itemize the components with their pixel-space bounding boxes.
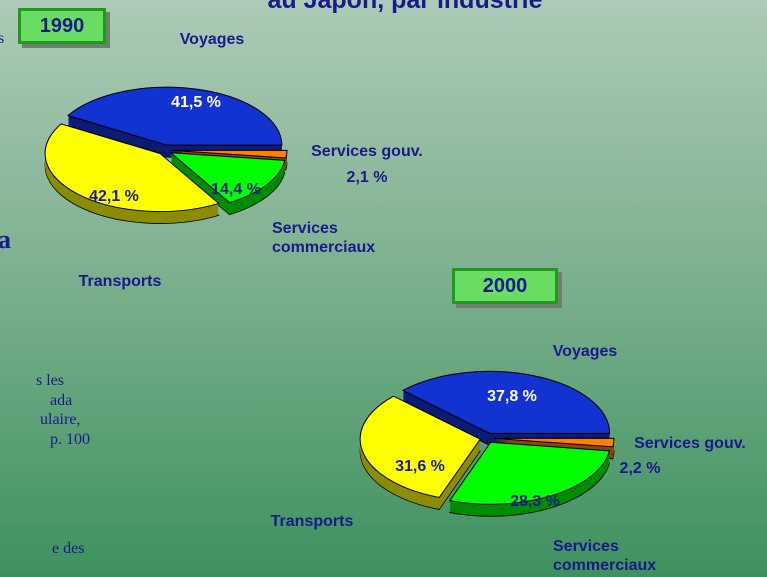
value-label: 41,5 %: [171, 94, 221, 111]
category-label: Transports: [270, 513, 354, 530]
background-text: a: [0, 225, 11, 254]
pie-slice: [169, 152, 286, 204]
chart-title: 1990: [18, 8, 106, 44]
pie-slice: [493, 437, 615, 448]
category-label: Services commerciaux: [553, 538, 657, 574]
category-label: Voyages: [179, 31, 245, 48]
pie-slice: [448, 441, 611, 505]
category-label: Services commerciaux: [272, 220, 376, 256]
pie-slice: [44, 123, 220, 213]
category-label: Transports: [78, 273, 162, 290]
background-text: s: [0, 30, 5, 47]
background-text: ulaire,: [40, 411, 81, 428]
value-label: 2,1 %: [346, 169, 388, 186]
value-label: 14,4 %: [211, 181, 261, 198]
chart-title: 2000: [452, 268, 558, 304]
background-text: ada: [50, 392, 73, 409]
category-label: Voyages: [552, 343, 618, 360]
pie-slice: [359, 395, 481, 498]
background-text: e des: [52, 540, 85, 557]
value-label: 37,8 %: [487, 388, 537, 405]
category-label: Services gouv.: [634, 435, 746, 452]
value-label: 2,2 %: [619, 460, 661, 477]
pie-slice: [171, 149, 288, 159]
value-label: 31,6 %: [395, 458, 445, 475]
category-label: Services gouv.: [311, 143, 423, 160]
slide-title: au Japon, par industrie: [267, 0, 543, 14]
pie-slice: [66, 86, 283, 146]
value-label: 28,3 %: [510, 493, 560, 510]
background-text: p. 100: [50, 431, 90, 448]
value-label: 42,1 %: [89, 188, 139, 205]
pie-slice: [401, 370, 611, 434]
background-text: s les: [36, 372, 64, 389]
